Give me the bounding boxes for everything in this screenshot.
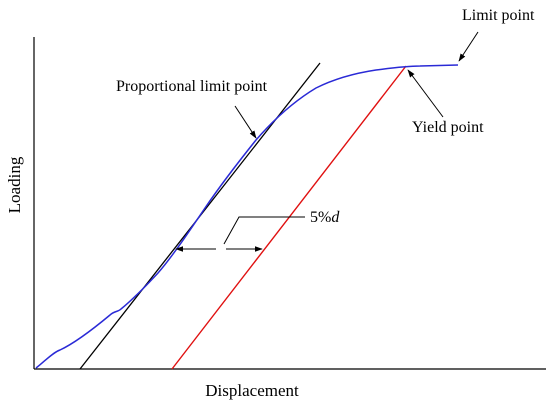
offset-symbol: d	[331, 209, 340, 226]
proportional-limit-arrow	[234, 105, 257, 139]
x-axis-title: Displacement	[205, 381, 299, 400]
offset-leader-line	[223, 216, 305, 245]
yield-point-arrow	[407, 69, 444, 118]
limit-point-label: Limit point	[462, 7, 535, 24]
offset-label: 5%d	[310, 209, 340, 226]
limit-point-arrow	[458, 31, 479, 62]
load-displacement-curve	[35, 64, 459, 369]
proportional-limit-label: Proportional limit point	[116, 78, 268, 95]
offset-prefix: 5%	[310, 209, 331, 226]
y-axis-title: Loading	[5, 156, 24, 213]
yield-point-label: Yield point	[412, 119, 484, 136]
